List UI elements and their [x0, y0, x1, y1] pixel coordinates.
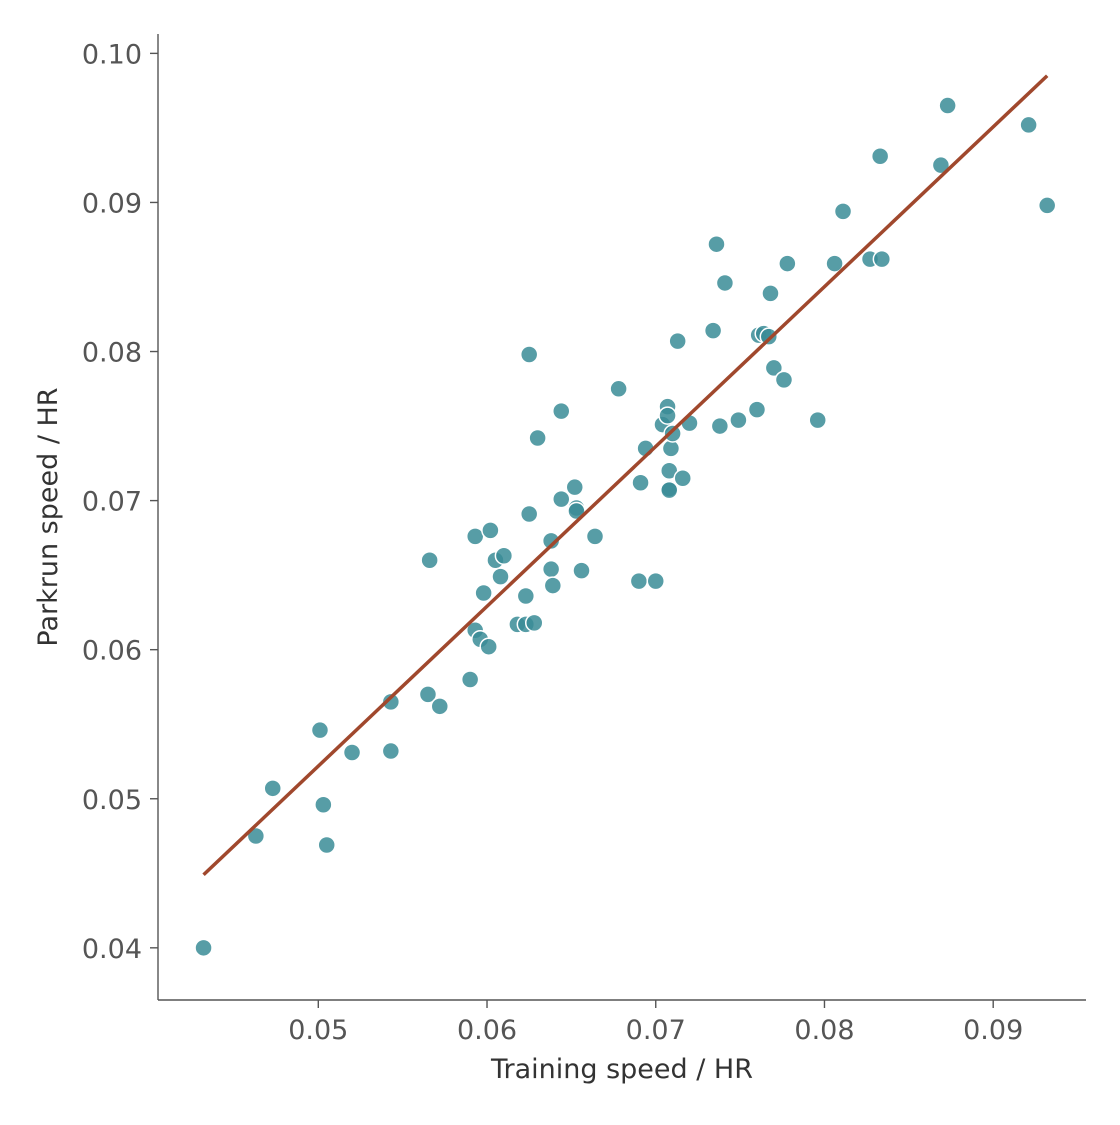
scatter-point — [585, 527, 605, 546]
scatter-point — [938, 96, 957, 115]
regression-line — [202, 74, 1049, 877]
scatter-point — [552, 401, 571, 421]
y-tick-label: 0.09 — [82, 188, 142, 219]
y-tick-label: 0.05 — [82, 785, 142, 816]
scatter-point — [764, 358, 784, 378]
scatter-point — [715, 273, 735, 293]
scatter-point — [481, 521, 500, 540]
scatter-point — [552, 489, 571, 509]
scatter-point — [1019, 115, 1038, 135]
y-tick-label: 0.04 — [82, 934, 142, 965]
y-tick-label: 0.06 — [82, 636, 142, 667]
y-axis-label: Parkrun speed / HR — [33, 387, 64, 646]
scatter-point — [474, 583, 493, 603]
scatter-point — [774, 370, 794, 390]
scatter-point — [659, 480, 679, 500]
x-tick-label: 0.07 — [626, 1015, 686, 1046]
scatter-point — [565, 477, 585, 497]
y-tick-label: 0.10 — [82, 39, 142, 70]
x-tick-label: 0.05 — [288, 1015, 348, 1046]
x-tick-label: 0.06 — [457, 1015, 517, 1046]
scatter-point — [528, 428, 547, 448]
scatter-point — [870, 146, 890, 166]
scatter-point — [710, 416, 730, 436]
x-ticks: 0.05 0.06 0.07 0.08 0.09 — [288, 1000, 1023, 1046]
scatter-point — [342, 743, 362, 762]
scatter-point — [808, 410, 827, 430]
x-tick-label: 0.09 — [963, 1015, 1023, 1046]
scatter-point — [381, 692, 401, 712]
x-axis-label: Training speed / HR — [490, 1054, 753, 1085]
scatter-point — [703, 321, 723, 340]
scatter-point — [317, 835, 336, 855]
scatter-point — [310, 720, 330, 740]
scatter-point — [658, 406, 677, 425]
scatter-point — [609, 379, 628, 399]
scatter-point — [663, 424, 682, 443]
scatter-point — [479, 637, 498, 656]
y-tick-label: 0.08 — [82, 338, 142, 369]
scatter-point — [525, 613, 544, 633]
scatter-point — [761, 284, 780, 303]
scatter-point — [631, 473, 650, 492]
scatter-point — [833, 202, 853, 221]
scatter-point — [381, 741, 401, 761]
scatter-point — [872, 249, 892, 269]
scatter-point — [778, 254, 797, 273]
axes-layer — [157, 34, 1086, 1001]
scatter-point — [491, 567, 510, 586]
scatter-point — [519, 504, 539, 524]
scatter-point — [541, 559, 561, 579]
scatter-point — [673, 468, 692, 488]
scatter-point — [430, 697, 450, 716]
scatter-point — [747, 400, 767, 419]
scatter-point — [460, 670, 480, 689]
fit-line-layer — [202, 74, 1049, 877]
scatter-point — [494, 546, 514, 566]
scatter-point — [825, 254, 844, 273]
scatter-point — [707, 234, 726, 254]
scatter-point — [646, 571, 665, 591]
points-layer — [194, 96, 1057, 958]
scatter-point — [263, 779, 282, 798]
scatter-point — [668, 331, 687, 351]
scatter-point — [729, 410, 748, 430]
scatter-point — [420, 550, 439, 570]
scatter-point — [931, 155, 951, 175]
scatter-point — [519, 345, 539, 364]
scatter-point — [418, 685, 438, 704]
scatter-point — [680, 413, 699, 433]
scatter-point — [759, 327, 779, 346]
scatter-point — [314, 795, 333, 814]
scatter-point — [543, 576, 563, 595]
scatter-point — [572, 561, 591, 580]
y-tick-label: 0.07 — [82, 487, 142, 518]
y-ticks: 0.04 0.05 0.06 0.07 0.08 0.09 0.10 — [82, 39, 158, 965]
x-tick-label: 0.08 — [794, 1015, 854, 1046]
scatter-point — [194, 938, 213, 958]
scatter-point — [629, 571, 649, 591]
scatter-point — [1037, 196, 1057, 215]
scatter-point — [541, 531, 561, 551]
scatter-point — [516, 586, 536, 606]
